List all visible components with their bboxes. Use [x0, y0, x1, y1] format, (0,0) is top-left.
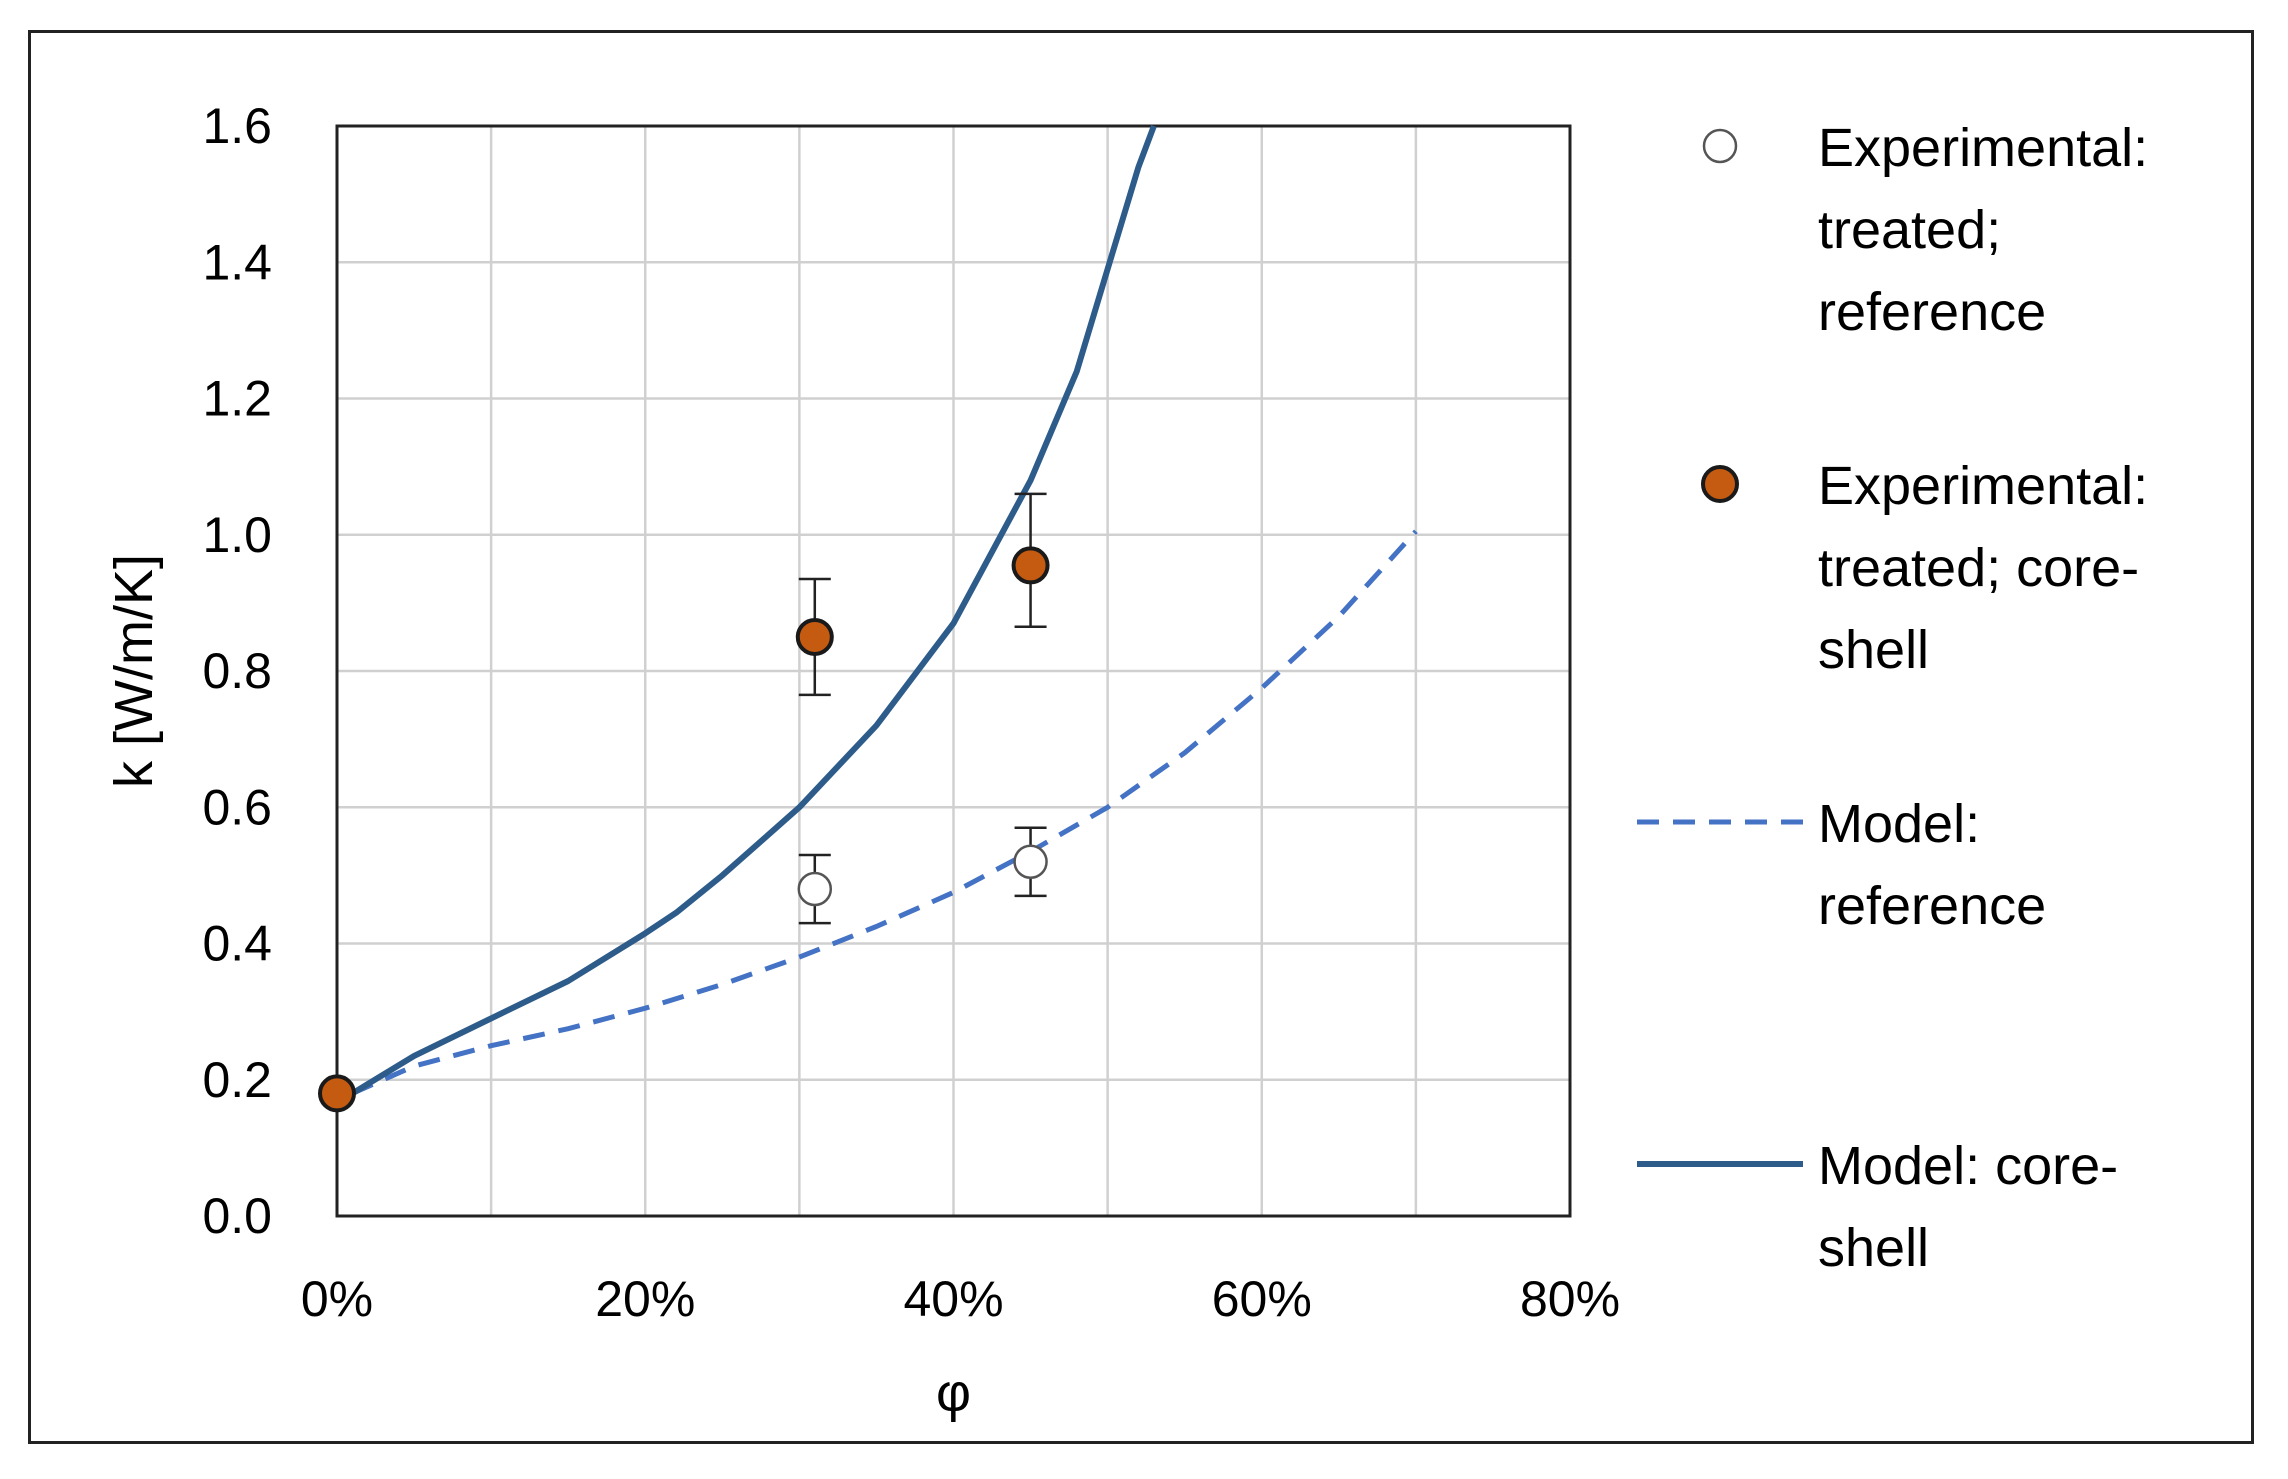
data-point-core-shell [318, 1074, 356, 1113]
data-point-core-shell [795, 617, 834, 656]
x-tick-label: 0% [301, 1271, 373, 1327]
x-axis-label: φ [936, 1363, 971, 1423]
plot-area-border [335, 124, 1572, 1218]
legend-label: treated; [1818, 200, 2001, 260]
x-tick-label: 60% [1212, 1271, 1312, 1327]
y-tick-label: 0.4 [202, 916, 272, 972]
series [318, 124, 1418, 1113]
legend-item: Experimental: treated; reference [1702, 118, 2148, 342]
legend-label: treated; core- [1818, 538, 2139, 598]
x-tick-label: 40% [903, 1271, 1003, 1327]
chart-frame [28, 30, 2254, 1444]
data-point-core-shell [1011, 546, 1050, 585]
y-axis-label: k [W/m/K] [104, 554, 164, 788]
legend-label: shell [1818, 620, 1929, 680]
legend-label: Model: [1818, 794, 1980, 854]
series-line [351, 529, 1418, 1096]
data-point-reference [797, 871, 833, 907]
x-axis-ticks: 0% 20% 40% 60% 80% [301, 1271, 1620, 1327]
x-tick-label: 80% [1520, 1271, 1620, 1327]
series-line [350, 124, 1157, 1096]
legend-label: Experimental: [1818, 118, 2148, 178]
grid [337, 124, 1572, 1218]
legend: Experimental:treated;referenceExperiment… [1637, 118, 2148, 1278]
y-tick-label: 1.6 [202, 98, 272, 154]
y-tick-label: 1.2 [202, 371, 272, 427]
legend-item: Experimental: treated; core-shell [1701, 456, 2148, 680]
x-tick-label: 20% [595, 1271, 695, 1327]
legend-label: reference [1818, 876, 2046, 936]
legend-label: shell [1818, 1218, 1929, 1278]
y-tick-label: 1.4 [202, 234, 272, 290]
legend-item: Model: reference [1637, 794, 2046, 936]
data-point-reference [1013, 844, 1048, 879]
y-tick-label: 0.0 [202, 1188, 272, 1244]
legend-item: Model: core-shell [1637, 1136, 2118, 1278]
legend-label: Experimental: [1818, 456, 2148, 516]
legend-label: reference [1818, 282, 2046, 342]
legend-marker [1702, 128, 1738, 164]
y-tick-label: 0.8 [202, 643, 272, 699]
y-axis-ticks: 0.0 0.2 0.4 0.6 0.8 1.0 1.2 1.4 1.6 [202, 98, 272, 1244]
y-tick-label: 0.2 [202, 1052, 272, 1108]
y-tick-label: 0.6 [202, 779, 272, 835]
legend-marker [1701, 465, 1739, 503]
y-tick-label: 1.0 [202, 507, 272, 563]
legend-label: Model: core- [1818, 1136, 2118, 1196]
